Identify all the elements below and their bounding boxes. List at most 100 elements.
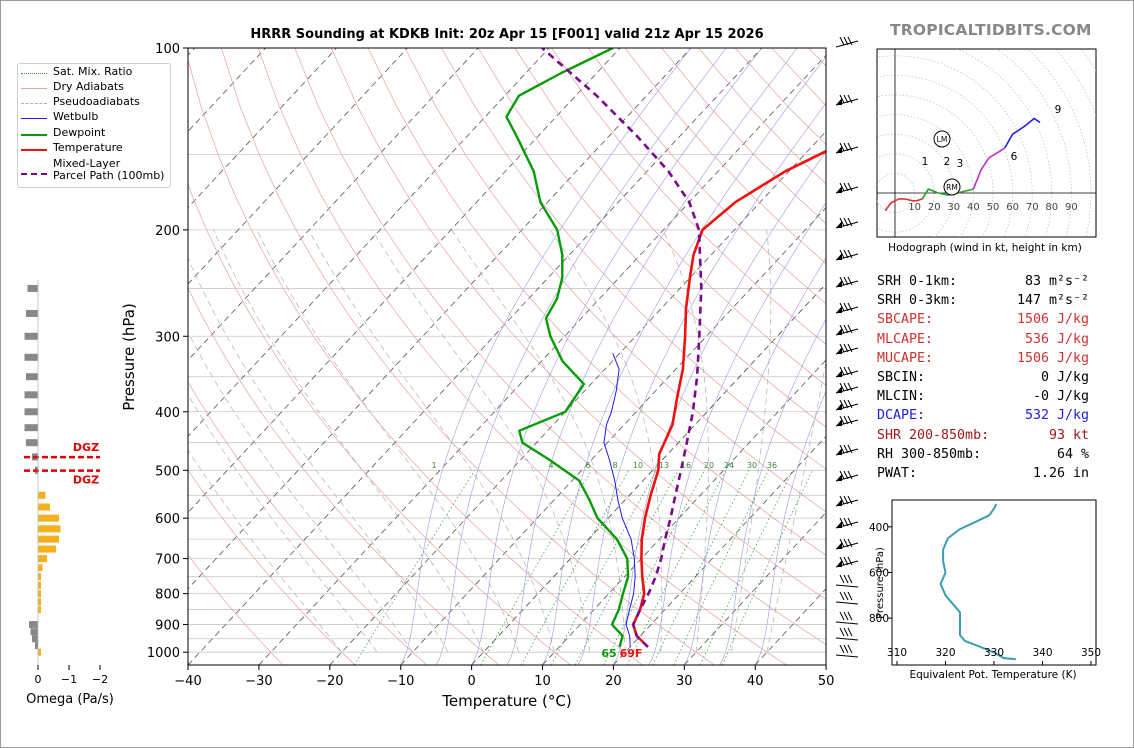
stat-value: 1506 J/kg <box>1016 350 1089 366</box>
dgz-label: DGZ <box>73 474 99 487</box>
mixing-ratio-label: 13 <box>659 461 669 470</box>
mixing-ratio-line <box>603 470 705 665</box>
mixing-ratio-line <box>652 470 750 665</box>
barb-flag <box>847 182 853 192</box>
omega-axis-label: Omega (Pa/s) <box>26 692 114 707</box>
wetbulb-guide <box>683 257 826 665</box>
wetbulb-guide <box>719 318 826 665</box>
barb-flag <box>839 324 845 334</box>
wetbulb-guide <box>542 56 826 665</box>
barb-flag <box>843 366 849 376</box>
mixing-ratio-line <box>721 470 813 665</box>
mixing-ratio-label: 36 <box>767 461 777 470</box>
stat-row: MLCAPE: 536 J/kg <box>877 330 1089 349</box>
isotherm-line <box>188 48 479 361</box>
omega-tick-label: −2 <box>92 673 108 686</box>
hodo-height-label: 9 <box>1055 104 1062 116</box>
barb-staff <box>835 601 859 605</box>
series-parcel <box>541 48 703 648</box>
barb-pennant <box>836 560 842 567</box>
barb-pennant <box>836 448 842 455</box>
barb-flag <box>847 627 853 637</box>
barb-staff <box>835 637 859 641</box>
barb-pennant <box>836 347 842 354</box>
wind-barb <box>835 324 859 336</box>
barb-pennant <box>836 221 842 228</box>
stat-label: PWAT: <box>877 465 918 481</box>
barb-flag <box>839 382 845 392</box>
stat-row: RH 300-850mb: 64 % <box>877 445 1089 464</box>
stat-row: SRH 0-1km: 83 m²s⁻² <box>877 272 1089 291</box>
hodograph-caption: Hodograph (wind in kt, height in km) <box>888 242 1082 254</box>
pseudoadiabat <box>213 229 484 653</box>
barb-flag <box>843 302 849 312</box>
dry-adiabat <box>588 48 826 304</box>
omega-bar <box>38 545 56 553</box>
dry-adiabat <box>188 381 428 665</box>
stat-row: SBCIN: 0 J/kg <box>877 368 1089 387</box>
legend-swatch <box>21 173 47 175</box>
chart-legend: Sat. Mix. Ratio Dry Adiabats Pseudoadiabat… <box>17 63 171 188</box>
pseudoadiabat <box>188 449 342 653</box>
isotherm-line <box>188 48 408 285</box>
barb-flag <box>847 644 853 654</box>
barb-flag <box>839 276 845 286</box>
barb-flag <box>843 36 849 46</box>
legend-label: Mixed-Layer Parcel Path (100mb) <box>53 157 165 182</box>
storm-motion-marker <box>933 130 951 148</box>
barb-flag <box>839 495 845 505</box>
barb-flag <box>839 574 845 584</box>
dgz-label: DGZ <box>73 441 99 454</box>
omega-bar <box>26 309 38 317</box>
barb-flag <box>847 415 853 425</box>
hodo-trace <box>884 198 923 212</box>
omega-bar <box>38 648 41 656</box>
theta-e-y-tick-label: 800 <box>869 613 889 625</box>
isotherm-line <box>188 48 550 437</box>
pseudoadiabat <box>550 229 663 653</box>
wind-barb <box>835 415 859 427</box>
mixing-ratio-label: 16 <box>681 461 691 470</box>
barb-flag <box>843 591 849 601</box>
y-tick-label: 200 <box>155 224 180 239</box>
barb-flag <box>839 470 845 480</box>
barb-flag <box>847 217 853 227</box>
barb-flag <box>847 249 853 259</box>
barb-pennant <box>836 306 842 313</box>
isotherm-line <box>542 359 826 665</box>
x-tick-label: 40 <box>747 674 764 689</box>
wind-barbs <box>835 36 859 658</box>
omega-bar <box>26 373 38 381</box>
wind-barb <box>835 591 859 605</box>
stat-label: SRH 0-1km: <box>877 274 958 289</box>
stat-label: RH 300-850mb: <box>877 446 982 462</box>
mixing-ratio-line <box>699 470 793 665</box>
dry-adiabat <box>404 48 826 513</box>
barb-flag <box>847 591 853 601</box>
stat-value: 536 J/kg <box>1024 331 1089 347</box>
isotherm-line <box>188 48 692 590</box>
barb-flag <box>839 627 845 637</box>
isotherm-line <box>329 130 826 665</box>
hodograph-plot: 10 20 30 40 50 60 70 80 90 1 2 3 6 9 LM RM <box>877 49 1096 237</box>
mixing-ratio-label: 10 <box>633 461 643 470</box>
barb-flag <box>843 399 849 409</box>
omega-profile: DGZ DGZ 0 −1 −2 Omega (Pa/s) <box>24 280 114 707</box>
barb-flag <box>843 343 849 353</box>
hodo-trace <box>972 147 1006 190</box>
mixing-ratio-label: 4 <box>548 461 553 470</box>
y-tick-label: 1000 <box>147 646 180 661</box>
theta-e-x-tick-label: 340 <box>1032 647 1052 659</box>
omega-bar <box>24 408 38 416</box>
barb-pennant <box>836 499 842 506</box>
mixing-ratio-label: 20 <box>704 461 714 470</box>
dry-adiabat <box>367 48 826 556</box>
pseudoadiabat <box>662 229 709 653</box>
x-tick-label: 50 <box>818 674 835 689</box>
wind-barb <box>835 182 859 194</box>
legend-swatch <box>21 73 47 74</box>
legend-swatch <box>21 118 47 119</box>
dry-adiabat <box>441 48 826 470</box>
theta-e-x-tick-label: 350 <box>1081 647 1101 659</box>
omega-bar <box>29 621 38 629</box>
